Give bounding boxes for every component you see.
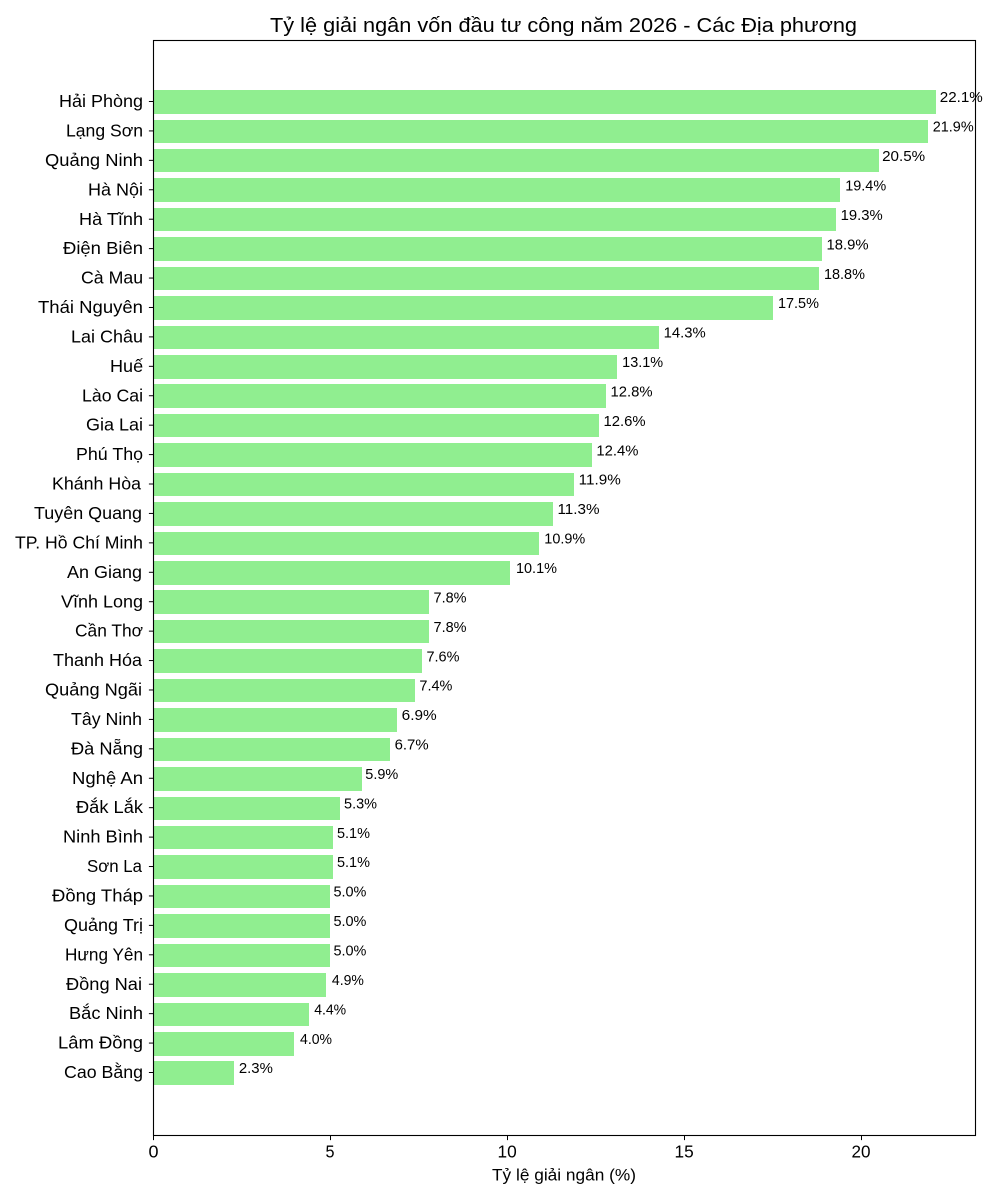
svg-text:7.4%: 7.4% — [419, 679, 452, 695]
svg-text:5.1%: 5.1% — [337, 855, 370, 871]
svg-text:Quảng Ngãi: Quảng Ngãi — [45, 680, 142, 700]
svg-text:Đắk Lắk: Đắk Lắk — [76, 796, 143, 817]
svg-text:7.8%: 7.8% — [434, 590, 467, 606]
svg-text:Quảng Ninh: Quảng Ninh — [45, 150, 143, 170]
svg-text:Đồng Tháp: Đồng Tháp — [52, 886, 143, 906]
svg-text:Khánh Hòa: Khánh Hòa — [52, 474, 141, 494]
svg-text:12.8%: 12.8% — [611, 384, 653, 400]
svg-text:6.9%: 6.9% — [402, 708, 437, 724]
svg-text:10.1%: 10.1% — [516, 561, 557, 577]
svg-text:0: 0 — [149, 1141, 159, 1161]
svg-text:Tây Ninh: Tây Ninh — [71, 709, 142, 729]
svg-text:10.9%: 10.9% — [544, 532, 585, 548]
svg-text:Tuyên Quang: Tuyên Quang — [34, 503, 142, 523]
svg-text:Phú Thọ: Phú Thọ — [76, 444, 143, 464]
svg-text:4.4%: 4.4% — [314, 1002, 346, 1018]
svg-text:Hà Tĩnh: Hà Tĩnh — [79, 209, 143, 229]
svg-text:An Giang: An Giang — [67, 562, 142, 582]
svg-text:5.0%: 5.0% — [333, 914, 366, 930]
svg-text:5.0%: 5.0% — [333, 885, 366, 901]
svg-text:4.9%: 4.9% — [332, 973, 364, 989]
svg-text:Tỷ lệ giải ngân (%): Tỷ lệ giải ngân (%) — [492, 1167, 636, 1185]
svg-text:Hà Nội: Hà Nội — [88, 179, 143, 199]
svg-text:Hưng Yên: Hưng Yên — [65, 944, 143, 964]
svg-text:Lào Cai: Lào Cai — [82, 385, 143, 405]
svg-text:TP. Hồ Chí Minh: TP. Hồ Chí Minh — [15, 532, 143, 552]
svg-text:Đà Nẵng: Đà Nẵng — [71, 738, 143, 758]
svg-text:Sơn La: Sơn La — [87, 856, 142, 876]
svg-text:20: 20 — [852, 1141, 871, 1161]
svg-text:Cà Mau: Cà Mau — [81, 268, 143, 288]
svg-text:11.3%: 11.3% — [557, 502, 599, 518]
svg-text:Bắc Ninh: Bắc Ninh — [69, 1002, 143, 1023]
svg-text:7.8%: 7.8% — [434, 620, 467, 636]
svg-text:18.9%: 18.9% — [827, 237, 869, 253]
svg-text:Lạng Sơn: Lạng Sơn — [66, 120, 143, 140]
svg-text:14.3%: 14.3% — [664, 326, 706, 342]
svg-text:18.8%: 18.8% — [824, 267, 865, 283]
svg-text:Đồng Nai: Đồng Nai — [66, 974, 142, 994]
svg-text:20.5%: 20.5% — [882, 149, 925, 165]
svg-text:Lai Châu: Lai Châu — [71, 326, 143, 346]
svg-text:5: 5 — [326, 1141, 335, 1161]
svg-text:10: 10 — [498, 1141, 517, 1161]
svg-text:Vĩnh Long: Vĩnh Long — [61, 591, 143, 611]
svg-text:19.4%: 19.4% — [845, 178, 886, 194]
svg-text:12.4%: 12.4% — [596, 443, 638, 459]
svg-text:Gia Lai: Gia Lai — [86, 415, 143, 435]
svg-text:Thái Nguyên: Thái Nguyên — [38, 297, 143, 317]
svg-text:Quảng Trị: Quảng Trị — [64, 915, 143, 935]
svg-text:22.1%: 22.1% — [940, 90, 983, 106]
svg-text:5.0%: 5.0% — [333, 944, 366, 960]
svg-text:17.5%: 17.5% — [778, 296, 819, 312]
svg-text:Hải Phòng: Hải Phòng — [59, 91, 143, 111]
svg-text:12.6%: 12.6% — [603, 414, 645, 430]
svg-text:Thanh Hóa: Thanh Hóa — [53, 650, 142, 670]
svg-text:Huế: Huế — [110, 356, 143, 376]
svg-text:11.9%: 11.9% — [579, 473, 621, 489]
svg-text:13.1%: 13.1% — [622, 355, 663, 371]
svg-text:5.9%: 5.9% — [365, 767, 398, 783]
svg-text:5.1%: 5.1% — [337, 826, 370, 842]
svg-text:19.3%: 19.3% — [841, 208, 883, 224]
svg-text:5.3%: 5.3% — [344, 796, 377, 812]
svg-text:2.3%: 2.3% — [239, 1061, 273, 1077]
svg-text:4.0%: 4.0% — [300, 1032, 332, 1048]
svg-text:15: 15 — [675, 1141, 694, 1161]
svg-text:Lâm Đồng: Lâm Đồng — [58, 1033, 143, 1053]
svg-text:7.6%: 7.6% — [426, 649, 459, 665]
svg-text:Cần Thơ: Cần Thơ — [75, 621, 143, 641]
svg-text:Nghệ An: Nghệ An — [72, 768, 143, 788]
svg-text:Cao Bằng: Cao Bằng — [64, 1061, 143, 1082]
svg-text:6.7%: 6.7% — [395, 738, 429, 754]
svg-text:Ninh Bình: Ninh Bình — [63, 827, 143, 847]
svg-text:Tỷ lệ giải ngân vốn đầu tư côn: Tỷ lệ giải ngân vốn đầu tư công năm 2026… — [270, 14, 857, 37]
svg-text:Điện Biên: Điện Biên — [63, 238, 143, 258]
svg-text:21.9%: 21.9% — [933, 120, 974, 136]
